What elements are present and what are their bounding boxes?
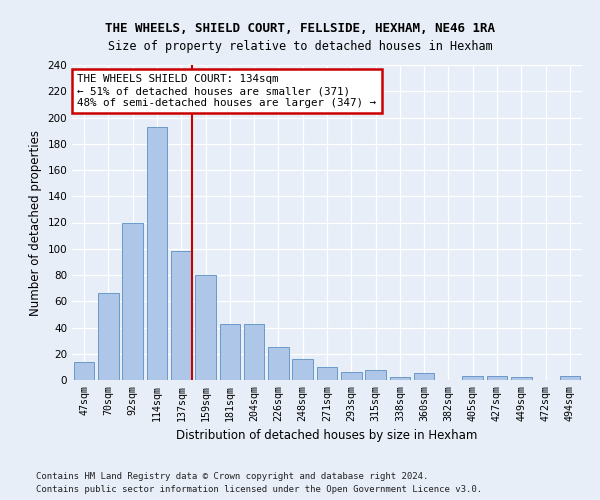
Text: THE WHEELS, SHIELD COURT, FELLSIDE, HEXHAM, NE46 1RA: THE WHEELS, SHIELD COURT, FELLSIDE, HEXH… (105, 22, 495, 36)
Bar (365, 370, 386, 380)
Bar (292, 359, 313, 380)
Y-axis label: Number of detached properties: Number of detached properties (29, 130, 42, 316)
Bar (511, 378, 532, 380)
Bar (244, 324, 265, 380)
Bar (171, 252, 191, 380)
Text: THE WHEELS SHIELD COURT: 134sqm
← 51% of detached houses are smaller (371)
48% o: THE WHEELS SHIELD COURT: 134sqm ← 51% of… (77, 74, 376, 108)
Bar (560, 376, 580, 380)
Text: Contains public sector information licensed under the Open Government Licence v3: Contains public sector information licen… (36, 484, 482, 494)
Bar (414, 374, 434, 380)
Bar (268, 347, 289, 380)
Bar (220, 324, 240, 380)
Bar (122, 222, 143, 380)
Bar (146, 126, 167, 380)
Bar (317, 367, 337, 380)
Bar (74, 362, 94, 380)
Bar (195, 275, 216, 380)
Bar (341, 372, 362, 380)
Text: Size of property relative to detached houses in Hexham: Size of property relative to detached ho… (107, 40, 493, 53)
Bar (487, 376, 508, 380)
Bar (98, 294, 119, 380)
Bar (463, 376, 483, 380)
X-axis label: Distribution of detached houses by size in Hexham: Distribution of detached houses by size … (176, 429, 478, 442)
Bar (389, 378, 410, 380)
Text: Contains HM Land Registry data © Crown copyright and database right 2024.: Contains HM Land Registry data © Crown c… (36, 472, 428, 481)
